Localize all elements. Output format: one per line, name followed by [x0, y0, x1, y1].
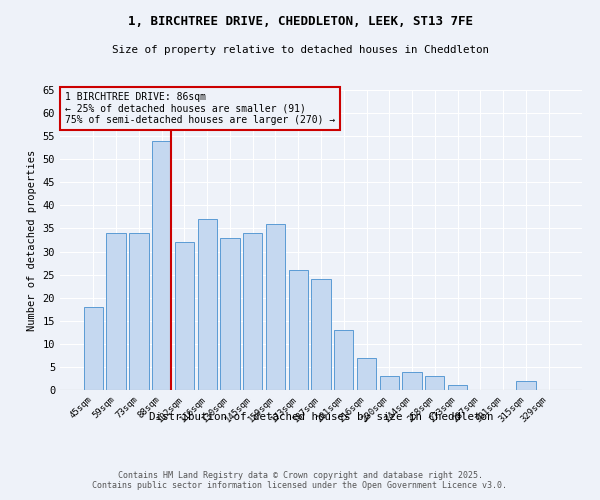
Bar: [197, 219, 217, 390]
Bar: [357, 358, 376, 390]
Bar: [220, 238, 239, 390]
Bar: [380, 376, 399, 390]
Bar: [266, 224, 285, 390]
Bar: [84, 307, 103, 390]
Text: 1, BIRCHTREE DRIVE, CHEDDLETON, LEEK, ST13 7FE: 1, BIRCHTREE DRIVE, CHEDDLETON, LEEK, ST…: [128, 15, 473, 28]
Bar: [311, 279, 331, 390]
Bar: [448, 386, 467, 390]
Bar: [334, 330, 353, 390]
Bar: [289, 270, 308, 390]
Text: Contains HM Land Registry data © Crown copyright and database right 2025.
Contai: Contains HM Land Registry data © Crown c…: [92, 470, 508, 490]
Y-axis label: Number of detached properties: Number of detached properties: [27, 150, 37, 330]
Text: Size of property relative to detached houses in Cheddleton: Size of property relative to detached ho…: [112, 45, 488, 55]
Text: Distribution of detached houses by size in Cheddleton: Distribution of detached houses by size …: [149, 412, 493, 422]
Bar: [516, 381, 536, 390]
Bar: [403, 372, 422, 390]
Bar: [425, 376, 445, 390]
Bar: [175, 242, 194, 390]
Bar: [106, 233, 126, 390]
Bar: [152, 141, 172, 390]
Bar: [129, 233, 149, 390]
Bar: [243, 233, 262, 390]
Text: 1 BIRCHTREE DRIVE: 86sqm
← 25% of detached houses are smaller (91)
75% of semi-d: 1 BIRCHTREE DRIVE: 86sqm ← 25% of detach…: [65, 92, 335, 124]
